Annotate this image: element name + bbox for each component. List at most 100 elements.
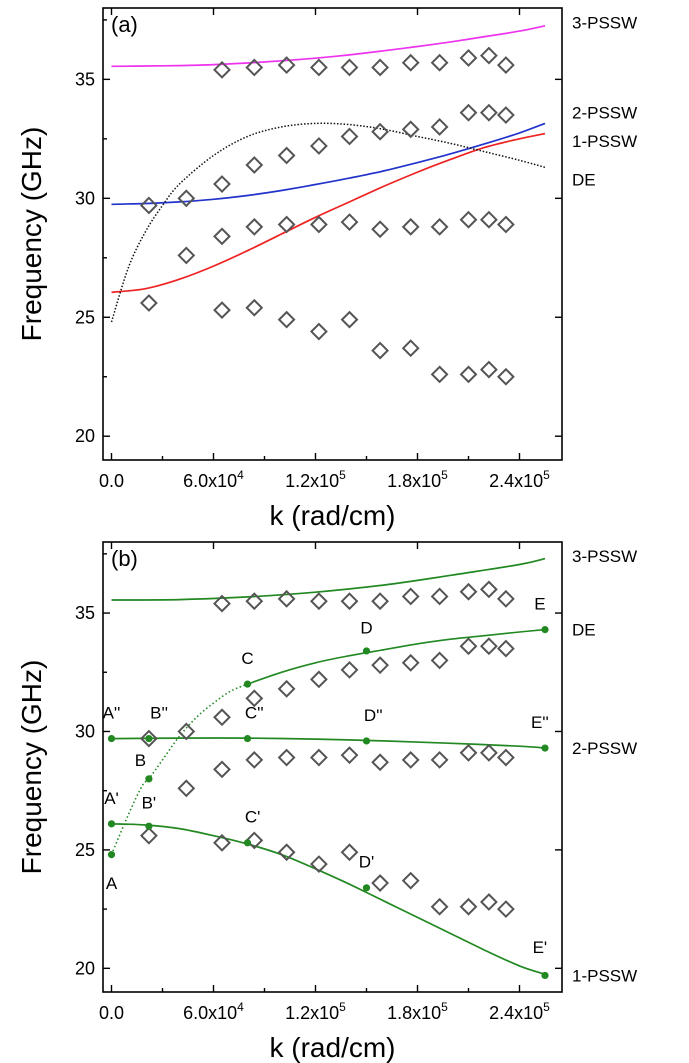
data-point-diamond (430, 897, 449, 916)
data-point-diamond (371, 874, 390, 892)
key-point-label: B (135, 751, 146, 770)
curve-label: DE (572, 170, 596, 189)
y-axis-title: Frequency (GHz) (16, 127, 47, 342)
data-point-diamond (401, 339, 420, 358)
data-point-diamond (479, 893, 498, 911)
series-2-pssw (111, 122, 546, 206)
data-point-diamond (371, 58, 390, 77)
data-point-diamond (401, 750, 420, 769)
data-point-diamond (139, 729, 158, 748)
x-tick-exponent: 5 (543, 468, 550, 482)
data-point-diamond (139, 294, 158, 312)
data-point-diamond (401, 871, 420, 890)
data-point-diamond (496, 106, 515, 124)
data-point-diamond (340, 310, 359, 329)
series-3-pssw (111, 24, 546, 68)
key-point (243, 680, 252, 688)
data-point-diamond (401, 653, 420, 672)
curve-label: 1-PSSW (572, 132, 637, 151)
data-point-diamond (309, 137, 328, 155)
x-tick-mantissa: 2.4x10 (489, 471, 543, 491)
x-tick-exponent: 4 (237, 1000, 244, 1014)
y-tick-label: 30 (75, 188, 95, 208)
panel-b: 0.0 6.0x104 1.2x105 1.8x105 2.4x10520253035A… (16, 541, 637, 1063)
x-tick-mantissa: 1.2x10 (285, 1003, 339, 1023)
x-tick-exponent: 4 (237, 468, 244, 482)
key-point (541, 626, 549, 634)
data-point-diamond (245, 217, 264, 236)
data-point-diamond (459, 365, 478, 384)
x-tick-label: 1.8x105 (387, 468, 448, 491)
plot-area (110, 557, 546, 976)
data-point-diamond (401, 120, 420, 139)
data-point-diamond (371, 220, 390, 239)
key-point (107, 734, 116, 743)
x-tick-label: 1.8x105 (387, 1000, 448, 1023)
curve-label: 3-PSSW (572, 547, 637, 566)
data-point-diamond (309, 215, 328, 234)
key-point (362, 647, 371, 655)
data-point-diamond (245, 750, 264, 769)
data-point-diamond (496, 589, 515, 608)
x-tick-exponent: 5 (441, 1000, 448, 1014)
key-point-label: A (106, 874, 118, 893)
key-point-label: E (534, 595, 545, 614)
data-point-diamond (371, 753, 390, 772)
plot-frame (102, 7, 563, 461)
data-point-diamond (277, 56, 296, 75)
panel-label: (b) (111, 546, 138, 571)
y-tick-label: 35 (75, 69, 95, 89)
data-point-diamond (459, 637, 478, 656)
x-tick-mantissa: 0.0 (99, 471, 124, 491)
data-point-diamond (496, 900, 515, 919)
key-point-label: D'' (364, 706, 383, 725)
x-tick-label: 2.4x105 (489, 1000, 550, 1023)
x-tick-mantissa: 6.0x10 (183, 1003, 237, 1023)
x-tick-mantissa: 6.0x10 (183, 471, 237, 491)
data-point-diamond (139, 826, 158, 845)
series-1-pssw (111, 132, 546, 294)
curve-label: DE (572, 621, 596, 640)
key-point-label: D' (359, 853, 375, 872)
data-point-diamond (277, 589, 296, 608)
data-point-diamond (340, 746, 359, 765)
panel-a: 0.0 6.0x104 1.2x105 1.8x105 2.4x10520253035(… (16, 7, 637, 531)
x-tick-exponent: 5 (339, 1000, 346, 1014)
data-point-diamond (496, 56, 515, 75)
key-point (243, 839, 252, 847)
data-point-diamond (371, 592, 390, 611)
x-tick-label: 0.0 (99, 1003, 124, 1023)
key-point (362, 884, 371, 892)
data-point-diamond (309, 670, 328, 689)
series-de (110, 122, 546, 323)
data-point-diamond (340, 213, 359, 232)
key-point (362, 737, 371, 745)
key-point-label: A' (104, 789, 119, 808)
data-point-diamond (245, 156, 264, 174)
data-point-diamond (213, 227, 231, 246)
series-3-pssw (111, 557, 546, 601)
key-point-label: D (360, 618, 372, 637)
x-tick-mantissa: 0.0 (99, 1003, 124, 1023)
data-point-diamond (139, 196, 158, 215)
data-point-diamond (496, 639, 515, 658)
data-point-diamond (213, 760, 231, 779)
plot-area (110, 24, 546, 386)
data-point-diamond (277, 310, 296, 329)
data-point-diamond (430, 750, 449, 769)
data-point-diamond (309, 748, 328, 767)
x-axis-title: k (rad/cm) (270, 1032, 396, 1063)
data-point-diamond (430, 118, 449, 136)
data-point-diamond (309, 855, 328, 874)
data-point-diamond (371, 122, 390, 141)
key-point (145, 775, 153, 783)
key-point-label: E' (533, 938, 548, 957)
data-point-diamond (245, 58, 264, 77)
y-tick-label: 20 (75, 426, 95, 446)
data-point-diamond (213, 833, 231, 852)
y-tick-label: 30 (75, 721, 95, 741)
y-tick-label: 25 (75, 840, 95, 860)
x-tick-mantissa: 1.8x10 (387, 1003, 441, 1023)
data-point-diamond (479, 743, 498, 762)
data-point-diamond (371, 656, 390, 675)
